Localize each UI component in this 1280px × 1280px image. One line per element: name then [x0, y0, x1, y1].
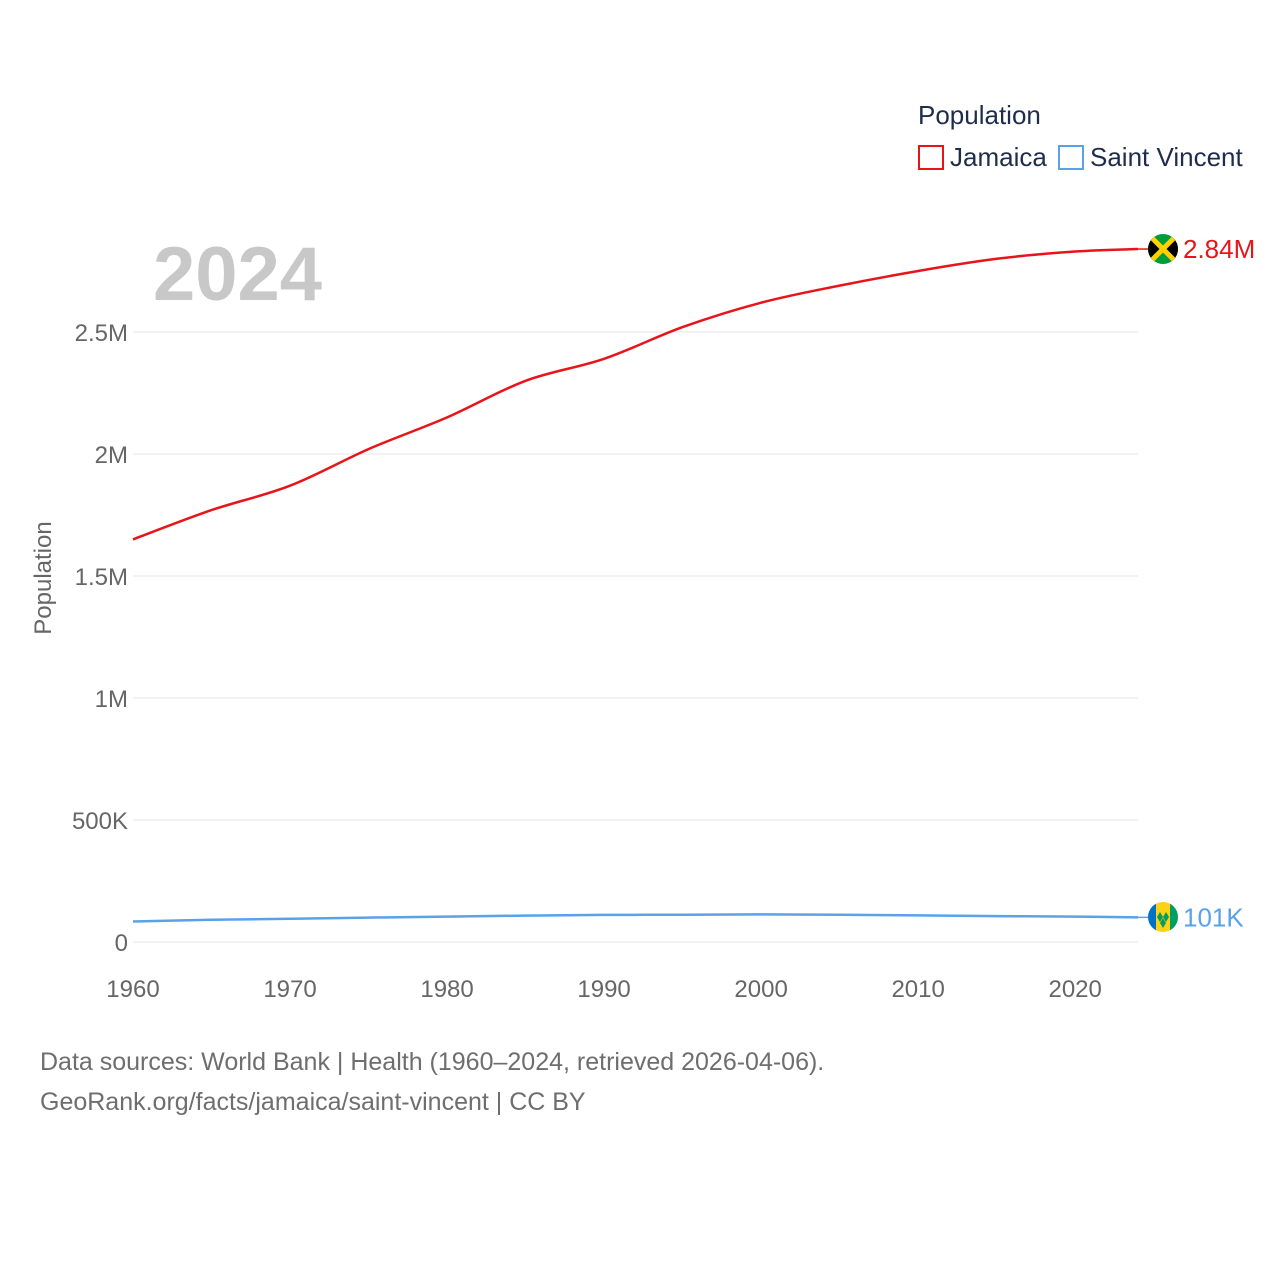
gridlines	[133, 331, 1138, 943]
y-tick-label: 1.5M	[75, 564, 128, 591]
end-labels: 2.84M 101K	[1183, 234, 1255, 932]
legend-item-saint-vincent[interactable]: Saint Vincent	[1058, 142, 1244, 172]
x-tick-label: 1990	[577, 976, 630, 1003]
jamaica-flag-icon	[1148, 234, 1178, 264]
x-axis-ticks: 1960 1970 1980 1990 2000 2010 2020	[106, 976, 1102, 1003]
footer-sources: Data sources: World Bank | Health (1960–…	[40, 1048, 825, 1076]
x-tick-label: 2000	[734, 976, 787, 1003]
y-axis-title: Population	[30, 521, 57, 634]
legend-item-jamaica[interactable]: Jamaica	[918, 142, 1047, 172]
y-tick-label: 1M	[95, 686, 128, 713]
series-line-jamaica[interactable]	[132, 247, 1139, 541]
x-tick-label: 1970	[263, 976, 316, 1003]
y-tick-label: 2.5M	[75, 320, 128, 347]
current-year-label: 2024	[153, 232, 322, 317]
footer: Data sources: World Bank | Health (1960–…	[40, 1042, 824, 1122]
legend: Population Jamaica Saint Vincent	[918, 100, 1244, 172]
y-tick-label: 500K	[72, 808, 128, 835]
legend-label-jamaica[interactable]: Jamaica	[950, 142, 1047, 172]
y-tick-label: 2M	[95, 442, 128, 469]
x-tick-label: 2020	[1048, 976, 1101, 1003]
end-value-label-saint-vincent: 101K	[1183, 902, 1244, 932]
x-tick-label: 1960	[106, 976, 159, 1003]
x-tick-label: 2010	[891, 976, 944, 1003]
legend-title: Population	[918, 100, 1041, 130]
series-lines	[132, 247, 1148, 923]
end-value-label-jamaica: 2.84M	[1183, 234, 1255, 264]
footer-attribution[interactable]: GeoRank.org/facts/jamaica/saint-vincent …	[40, 1088, 586, 1116]
saint-vincent-flag-icon	[1148, 902, 1178, 932]
legend-swatch-saint-vincent[interactable]	[1058, 145, 1084, 170]
legend-label-saint-vincent[interactable]: Saint Vincent	[1090, 142, 1244, 172]
legend-swatch-jamaica[interactable]	[918, 145, 944, 170]
y-tick-label: 0	[115, 930, 128, 957]
x-tick-label: 1980	[420, 976, 473, 1003]
y-axis-ticks: 0 500K 1M 1.5M 2M 2.5M	[72, 320, 128, 957]
series-line-saint-vincent[interactable]	[132, 913, 1139, 923]
